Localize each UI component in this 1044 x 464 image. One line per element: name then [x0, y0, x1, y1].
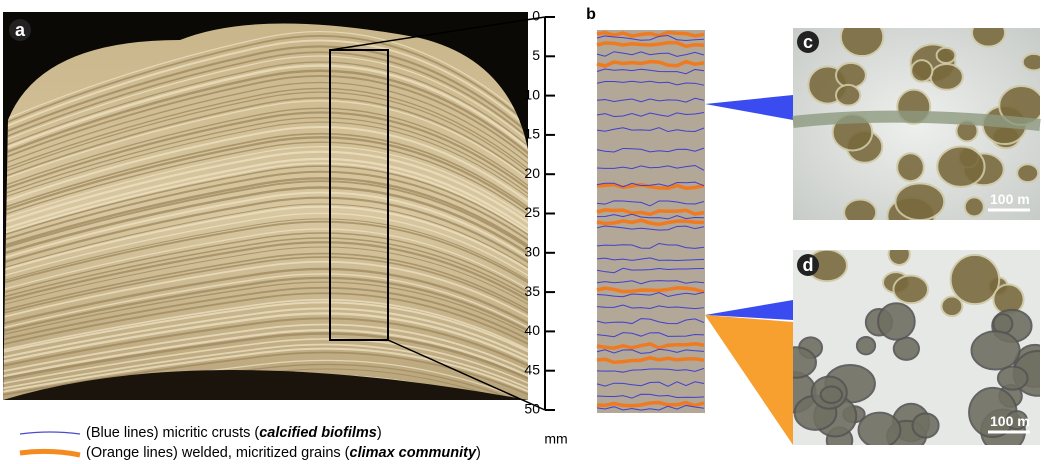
scale-bar-label: 100 m — [990, 413, 1030, 429]
depth-scale: mm 0 5 10 15 20 25 30 35 40 45 50 — [524, 8, 567, 447]
legend-swatch-orange — [20, 451, 80, 455]
grain — [841, 18, 884, 56]
grain — [972, 19, 1005, 47]
grain — [1017, 164, 1038, 182]
grain — [897, 153, 924, 181]
panel-c: c 100 m — [793, 18, 1044, 235]
grain — [878, 303, 915, 339]
legend-entry: (Orange lines) welded, micritized grains… — [86, 445, 481, 461]
grain — [931, 64, 963, 90]
scale-tick-label: 35 — [524, 283, 540, 299]
scale-tick-label: 45 — [524, 361, 540, 377]
grain — [895, 183, 944, 220]
grain — [836, 85, 860, 106]
grain — [937, 48, 956, 63]
grain — [893, 275, 928, 303]
figure: a mm 0 5 10 15 20 25 30 35 40 45 50 b c 100 m d 10… — [0, 0, 1044, 464]
grain — [913, 413, 939, 437]
grain — [937, 146, 984, 186]
panel-a: a — [0, 12, 545, 418]
scale-tick-label: 15 — [524, 126, 540, 142]
scale-tick-label: 5 — [532, 47, 540, 63]
panel-label: a — [15, 20, 26, 40]
legend-swatch-blue — [20, 432, 80, 434]
grain — [857, 337, 875, 354]
grain — [911, 60, 932, 81]
zoom-wedge-blue — [705, 95, 793, 120]
scale-tick-label: 0 — [532, 8, 540, 24]
scale-tick-label: 30 — [524, 244, 540, 260]
grain — [965, 197, 984, 216]
grain — [1023, 54, 1044, 71]
legend: (Blue lines) micritic crusts (calcified … — [20, 425, 481, 461]
zoom-wedge-orange — [705, 315, 793, 445]
grain — [821, 387, 842, 403]
grain — [836, 63, 866, 88]
panel-d: d 100 m — [773, 243, 1044, 453]
scale-tick-label: 40 — [524, 322, 540, 338]
grain — [894, 338, 919, 360]
grain — [998, 367, 1028, 390]
scale-bar-label: 100 m — [990, 191, 1030, 207]
panel-b: b — [586, 6, 705, 413]
grain — [972, 331, 1020, 369]
scale-tick-label: 20 — [524, 165, 540, 181]
grain — [859, 413, 901, 448]
scale-tick-label: 25 — [524, 204, 540, 220]
panel-label: d — [803, 255, 814, 275]
scale-tick-label: 10 — [524, 86, 540, 102]
grain — [951, 255, 1000, 304]
scale-tick-label: 50 — [524, 401, 540, 417]
panel-label: b — [586, 6, 596, 23]
grain — [889, 243, 910, 265]
legend-entry: (Blue lines) micritic crusts (calcified … — [86, 425, 382, 441]
panel-label: c — [803, 32, 813, 52]
grain — [844, 200, 876, 226]
scale-unit: mm — [544, 431, 567, 447]
